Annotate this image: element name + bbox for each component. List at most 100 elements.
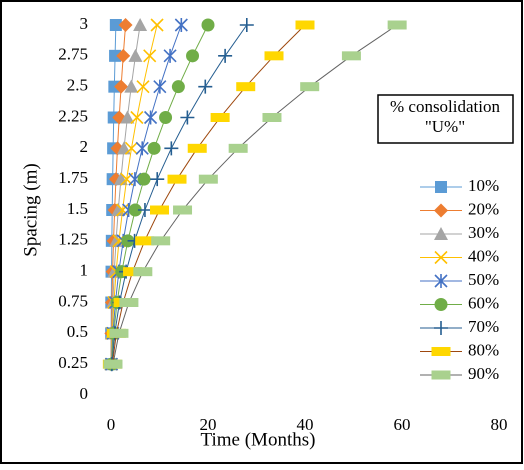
x-axis-label: Time (Months)	[201, 429, 316, 450]
y-tick-label: 0	[80, 384, 89, 403]
marker	[136, 80, 150, 94]
y-tick-label: 2.5	[67, 76, 88, 95]
marker	[341, 51, 361, 61]
y-tick-label: 1.5	[67, 199, 88, 218]
legend-marker	[434, 274, 448, 288]
marker	[119, 298, 139, 307]
y-tick-label: 3	[80, 14, 89, 33]
y-axis-label: Spacing (m)	[20, 163, 41, 256]
marker	[239, 18, 254, 32]
y-tick-label: 2	[80, 137, 89, 156]
legend-marker	[435, 181, 447, 193]
marker	[171, 80, 185, 94]
marker	[153, 79, 167, 94]
marker	[143, 49, 157, 63]
marker	[109, 49, 122, 62]
x-tick-label: 0	[107, 415, 116, 434]
marker	[133, 18, 148, 31]
marker	[187, 143, 207, 153]
marker	[130, 110, 144, 125]
legend-label: 60%	[468, 293, 499, 312]
marker	[109, 328, 129, 338]
marker	[174, 18, 188, 32]
marker	[218, 48, 233, 63]
marker	[118, 18, 133, 32]
y-tick-label: 0.75	[58, 291, 88, 310]
legend-title: % consolidation "U%"	[390, 97, 501, 136]
marker	[150, 18, 164, 32]
marker	[180, 110, 195, 125]
x-tick-label: 20	[200, 415, 217, 434]
marker	[120, 110, 135, 124]
marker	[137, 203, 152, 217]
marker	[159, 111, 173, 124]
marker	[103, 359, 123, 369]
marker	[264, 51, 284, 61]
legend-label: 50%	[468, 270, 499, 289]
y-tick-label: 0.25	[58, 353, 88, 372]
legend-label: 90%	[468, 364, 499, 383]
marker	[387, 20, 407, 30]
marker	[186, 49, 200, 63]
marker	[128, 48, 143, 62]
x-tick-label: 60	[394, 415, 411, 434]
marker	[144, 110, 158, 125]
legend-label: 80%	[468, 340, 499, 359]
marker	[124, 79, 139, 93]
y-tick-label: 2.75	[58, 45, 88, 64]
marker	[262, 113, 282, 122]
legend-label: 70%	[468, 317, 499, 336]
y-tick-label: 1.25	[58, 230, 88, 249]
marker	[198, 174, 218, 184]
marker	[300, 82, 320, 92]
marker	[198, 79, 213, 94]
legend-marker	[434, 203, 448, 218]
x-tick-label: 80	[491, 415, 508, 434]
legend-label: 40%	[468, 246, 499, 265]
legend-marker	[431, 370, 451, 380]
legend-marker	[431, 347, 451, 356]
marker	[133, 267, 153, 277]
marker	[137, 172, 151, 186]
marker	[109, 19, 122, 31]
marker	[228, 143, 248, 153]
marker	[173, 205, 193, 215]
x-tick-label: 40	[297, 415, 314, 434]
marker	[147, 141, 161, 155]
legend-marker	[434, 227, 448, 240]
marker	[295, 20, 315, 30]
marker	[116, 141, 131, 155]
marker	[150, 205, 169, 215]
marker	[167, 174, 187, 184]
y-tick-label: 1.75	[58, 168, 88, 187]
marker	[124, 141, 139, 155]
legend-label: 30%	[468, 223, 499, 242]
legend-marker	[434, 298, 448, 311]
legend-marker	[434, 250, 448, 265]
legend-title-box	[377, 94, 514, 144]
y-tick-label: 0.5	[67, 322, 88, 341]
y-tick-label: 1	[80, 261, 89, 280]
series-line	[111, 24, 306, 365]
marker	[135, 141, 149, 156]
marker	[236, 82, 256, 92]
legend-label: 20%	[468, 199, 499, 218]
marker	[210, 113, 230, 122]
series	[103, 20, 407, 369]
marker	[151, 236, 171, 246]
marker	[164, 141, 179, 156]
marker	[201, 18, 215, 32]
marker	[114, 79, 129, 94]
marker	[116, 48, 131, 63]
legend-label: 10%	[468, 176, 499, 195]
marker	[115, 203, 130, 217]
legend-marker	[434, 321, 448, 335]
marker	[150, 172, 165, 187]
series-line	[112, 24, 398, 365]
marker	[128, 203, 142, 217]
y-tick-label: 2.25	[58, 106, 88, 125]
marker	[135, 236, 155, 246]
marker	[163, 48, 177, 63]
